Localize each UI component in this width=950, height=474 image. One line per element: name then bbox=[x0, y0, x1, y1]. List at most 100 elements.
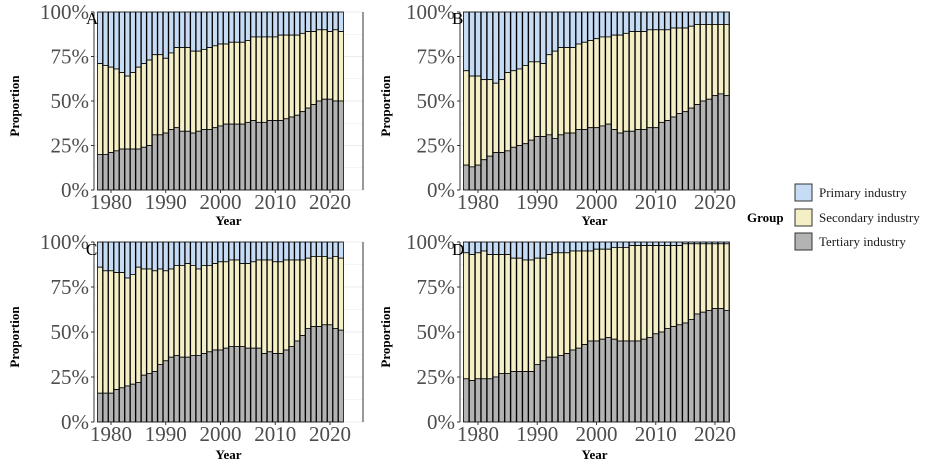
x-tick-label: 1980 bbox=[90, 422, 132, 446]
bar-tertiary-1989 bbox=[157, 363, 164, 423]
bar-tertiary-1997 bbox=[575, 347, 582, 423]
bar-primary-1981 bbox=[480, 241, 487, 252]
x-tick-label: 1990 bbox=[145, 422, 187, 446]
bar-primary-2002 bbox=[228, 11, 235, 43]
y-tick-label: 25% bbox=[417, 365, 456, 389]
bar-tertiary-2008 bbox=[640, 129, 647, 191]
bar-tertiary-1987 bbox=[516, 371, 523, 423]
bar-secondary-2000 bbox=[593, 38, 600, 129]
bar-secondary-1988 bbox=[522, 65, 529, 145]
bar-tertiary-2006 bbox=[628, 130, 636, 191]
bar-secondary-2001 bbox=[223, 261, 229, 349]
bar-secondary-2004 bbox=[239, 263, 246, 347]
bar-secondary-2000 bbox=[217, 261, 224, 351]
bar-tertiary-2003 bbox=[234, 123, 240, 191]
bar-secondary-1991 bbox=[540, 63, 547, 138]
bar-tertiary-1982 bbox=[486, 378, 493, 423]
bar-primary-2015 bbox=[682, 11, 689, 29]
bar-primary-2010 bbox=[272, 241, 279, 263]
bar-tertiary-1980 bbox=[108, 392, 114, 423]
bar-primary-2001 bbox=[223, 11, 229, 45]
bar-secondary-2014 bbox=[294, 259, 301, 342]
bar-secondary-1992 bbox=[546, 54, 553, 136]
bar-secondary-2007 bbox=[634, 31, 642, 130]
bar-tertiary-1985 bbox=[504, 372, 511, 423]
bar-primary-1992 bbox=[546, 241, 553, 256]
bar-tertiary-2001 bbox=[223, 123, 229, 191]
bar-primary-2006 bbox=[250, 241, 257, 263]
panel-tag: A bbox=[86, 9, 99, 28]
bar-primary-1998 bbox=[581, 11, 588, 43]
bar-secondary-1982 bbox=[119, 272, 125, 389]
bar-secondary-2012 bbox=[664, 245, 671, 329]
bar-tertiary-1994 bbox=[557, 354, 565, 423]
bar-primary-1989 bbox=[157, 11, 164, 56]
bar-tertiary-2021 bbox=[717, 308, 724, 423]
bar-tertiary-1984 bbox=[130, 148, 136, 191]
bar-secondary-2001 bbox=[599, 36, 606, 127]
bar-tertiary-1984 bbox=[130, 383, 136, 423]
bar-primary-1999 bbox=[212, 241, 218, 265]
bar-primary-2000 bbox=[217, 241, 224, 263]
bar-secondary-2011 bbox=[658, 245, 665, 333]
bar-secondary-2014 bbox=[294, 34, 301, 116]
bar-secondary-1988 bbox=[151, 54, 158, 136]
bar-secondary-1978 bbox=[97, 266, 103, 394]
bar-tertiary-1985 bbox=[504, 150, 511, 191]
bar-tertiary-1979 bbox=[102, 153, 109, 191]
bar-primary-2000 bbox=[593, 11, 600, 40]
bar-secondary-2009 bbox=[646, 245, 653, 338]
bar-primary-1980 bbox=[474, 11, 482, 77]
bar-tertiary-2013 bbox=[670, 116, 677, 191]
bar-tertiary-1998 bbox=[581, 129, 588, 191]
bar-primary-1983 bbox=[124, 241, 131, 279]
y-tick-label: 50% bbox=[51, 89, 90, 113]
bar-primary-2006 bbox=[628, 241, 636, 246]
bar-tertiary-1982 bbox=[119, 148, 125, 191]
bar-primary-1981 bbox=[113, 241, 120, 274]
bar-tertiary-2008 bbox=[640, 338, 647, 423]
legend-title: Group bbox=[747, 210, 784, 225]
bars bbox=[97, 11, 344, 191]
x-tick-label: 2010 bbox=[254, 190, 296, 214]
panel-c: 0% 25% 50% 75% 100% 1980 1990 2000 2010 2020 Year P… bbox=[7, 230, 364, 462]
bar-secondary-2020 bbox=[327, 257, 333, 326]
y-tick-label: 75% bbox=[417, 275, 456, 299]
bar-secondary-2015 bbox=[299, 32, 306, 113]
bar-primary-2005 bbox=[245, 241, 251, 265]
bar-tertiary-1991 bbox=[168, 356, 175, 423]
bar-secondary-2017 bbox=[310, 255, 317, 327]
bar-primary-1993 bbox=[551, 11, 559, 52]
bar-secondary-1984 bbox=[498, 254, 505, 374]
bar-tertiary-2005 bbox=[623, 340, 630, 423]
bar-secondary-2000 bbox=[217, 43, 224, 127]
bar-secondary-2016 bbox=[305, 257, 311, 329]
bar-primary-1988 bbox=[522, 241, 529, 261]
bar-secondary-1985 bbox=[504, 72, 511, 152]
bar-primary-1992 bbox=[173, 11, 180, 48]
bar-primary-2010 bbox=[652, 241, 659, 246]
bar-primary-2014 bbox=[294, 11, 301, 36]
bar-primary-2010 bbox=[652, 11, 659, 31]
legend-label-tertiary: Tertiary industry bbox=[819, 234, 906, 249]
bar-tertiary-1989 bbox=[528, 139, 535, 191]
bar-secondary-1997 bbox=[575, 43, 582, 130]
bar-tertiary-2011 bbox=[277, 353, 284, 423]
bar-secondary-1985 bbox=[135, 66, 142, 150]
bar-tertiary-1994 bbox=[557, 134, 565, 191]
bar-secondary-1998 bbox=[206, 47, 213, 130]
bar-primary-2002 bbox=[605, 11, 612, 38]
bar-primary-1987 bbox=[516, 241, 523, 259]
bar-primary-2004 bbox=[617, 11, 624, 36]
bar-tertiary-1990 bbox=[534, 136, 541, 191]
bar-secondary-2014 bbox=[676, 245, 683, 326]
bar-primary-1988 bbox=[151, 241, 158, 272]
bar-tertiary-1999 bbox=[212, 127, 218, 191]
bar-secondary-1983 bbox=[492, 254, 499, 378]
bar-tertiary-2019 bbox=[706, 309, 713, 423]
bar-secondary-1982 bbox=[486, 254, 493, 380]
bar-tertiary-1999 bbox=[587, 127, 594, 191]
bar-secondary-2022 bbox=[338, 31, 344, 102]
bar-tertiary-1981 bbox=[113, 150, 120, 191]
